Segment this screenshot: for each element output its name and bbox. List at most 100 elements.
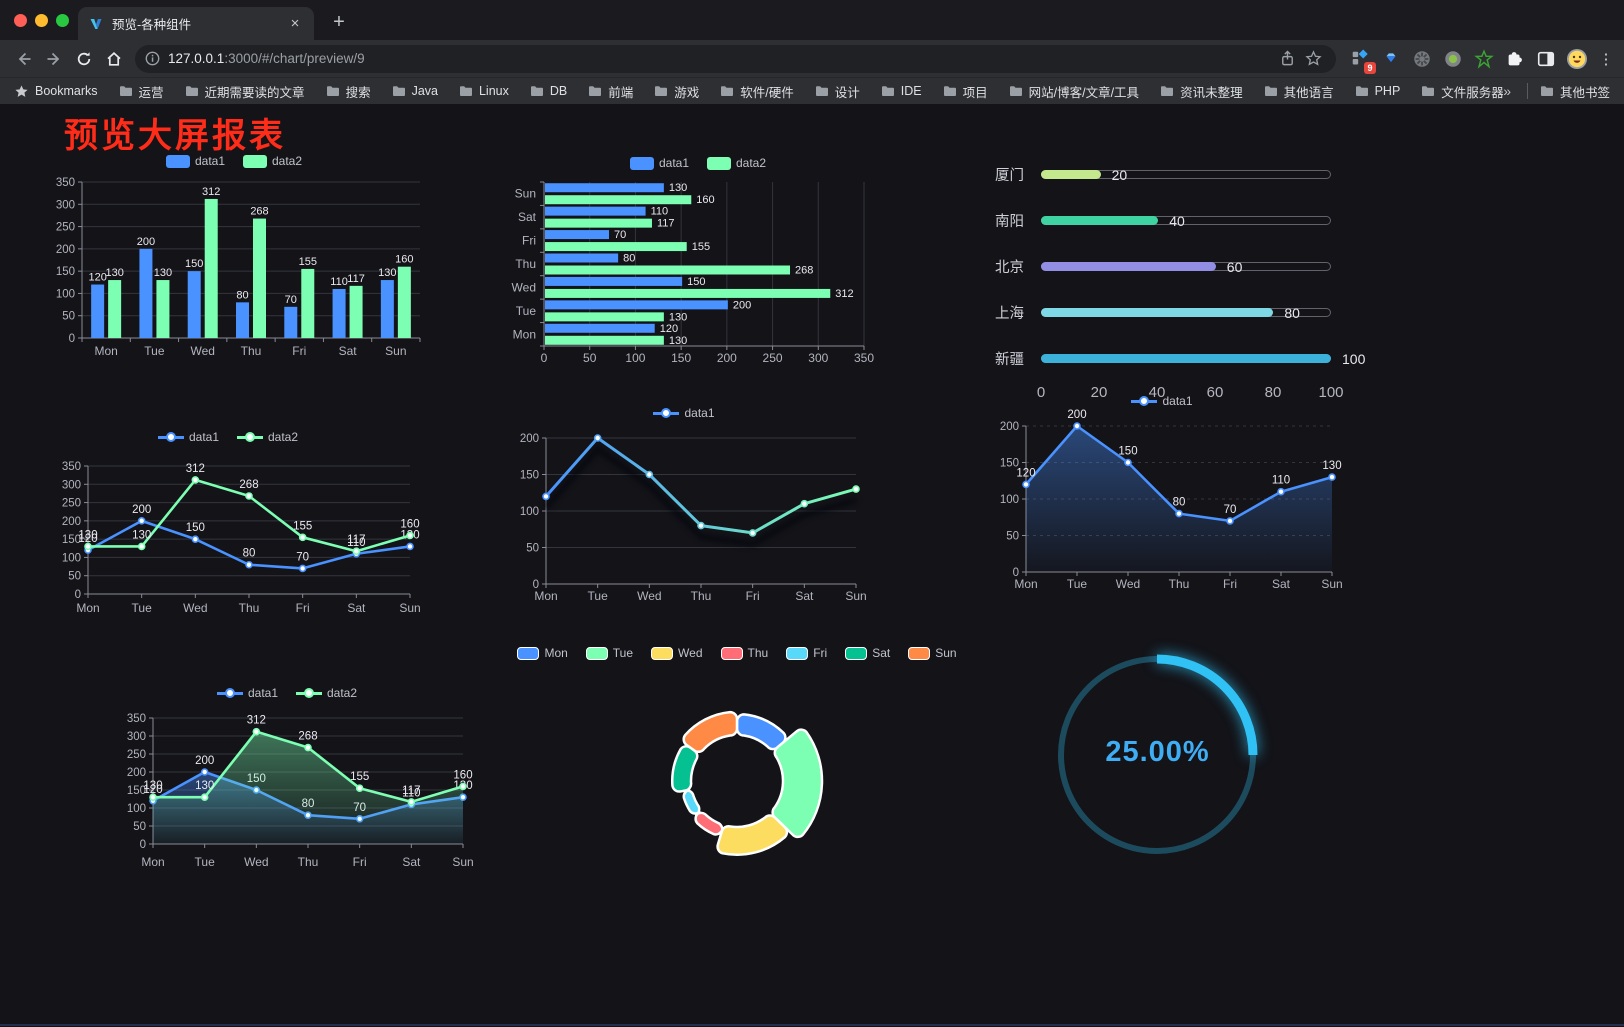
svg-text:Tue: Tue (132, 601, 153, 615)
horizontal-bar-chart: data1 data2 0 50 100 150 200 250 300 350 Mon 120 130… (498, 150, 898, 372)
bookmark-item[interactable]: DB (530, 84, 567, 98)
pie-segment-sun[interactable] (682, 710, 739, 753)
svg-text:50: 50 (133, 821, 146, 833)
home-button[interactable] (99, 44, 129, 74)
browser-tab[interactable]: 预览-各种组件 × (78, 7, 314, 40)
site-info-icon[interactable] (145, 51, 160, 66)
bookmark-star-icon[interactable] (1300, 46, 1326, 72)
address-bar[interactable]: 127.0.0.1:3000/#/chart/preview/9 (135, 44, 1336, 73)
extension-badge: 9 (1363, 61, 1376, 74)
svg-text:300: 300 (808, 351, 828, 365)
extension-star-icon[interactable] (1472, 47, 1496, 71)
bookmark-item[interactable]: 近期需要读的文章 (185, 82, 305, 101)
extension-puzzle-icon[interactable] (1503, 47, 1527, 71)
legend-item[interactable]: Thu (720, 646, 768, 660)
svg-text:350: 350 (854, 351, 874, 365)
legend-item[interactable]: data2 (243, 154, 302, 168)
svg-text:Thu: Thu (691, 589, 712, 603)
bookmark-item[interactable]: 文件服务器 (1421, 82, 1503, 101)
legend-item[interactable]: Wed (651, 646, 703, 660)
legend-item[interactable]: Fri (786, 646, 827, 660)
extension-wheel-icon[interactable] (1410, 47, 1434, 71)
extension-gem-icon[interactable] (1379, 47, 1403, 71)
other-bookmarks-folder[interactable]: 其他书签 (1540, 82, 1610, 101)
bookmark-item[interactable]: Java (392, 84, 438, 98)
side-panel-icon[interactable] (1534, 47, 1558, 71)
svg-text:50: 50 (68, 571, 81, 583)
legend-label: data1 (684, 406, 715, 420)
bookmark-item[interactable]: 其他语言 (1264, 82, 1334, 101)
svg-text:155: 155 (692, 241, 710, 253)
legend-item[interactable]: data2 (296, 686, 357, 700)
chart-canvas: 0 50 100 150 200 250 300 350 Mon Tue Wed Thu Fri Sat S… (56, 177, 421, 358)
legend-item[interactable]: Tue (585, 646, 633, 660)
extension-grid-icon[interactable]: 9 (1348, 47, 1376, 74)
svg-text:155: 155 (299, 256, 317, 268)
legend-label: data2 (268, 430, 299, 444)
chart-legend: data1 data2 (38, 430, 418, 444)
legend-item[interactable]: data2 (707, 156, 766, 170)
bookmark-item[interactable]: IDE (881, 84, 922, 98)
legend-item[interactable]: data2 (237, 430, 298, 444)
legend-item[interactable]: data1 (653, 406, 715, 420)
share-icon[interactable] (1274, 46, 1300, 72)
svg-text:268: 268 (250, 206, 268, 218)
pie-segment-sat[interactable] (671, 745, 699, 793)
bookmarks-manager[interactable]: Bookmarks (14, 84, 98, 99)
back-button[interactable] (9, 44, 39, 74)
minimize-window-button[interactable] (35, 14, 48, 27)
legend-item[interactable]: data1 (1131, 394, 1193, 408)
area-line-chart-double: data1 data2 0 50 100 150 200 250 300 350 Mon Tue Wed… (103, 678, 474, 893)
pie-segment-wed[interactable] (716, 814, 789, 856)
bookmark-item[interactable]: 搜索 (326, 82, 371, 101)
forward-button[interactable] (39, 44, 69, 74)
reload-button[interactable] (69, 44, 99, 74)
legend-item[interactable]: Sun (908, 646, 957, 660)
svg-text:Fri: Fri (1223, 577, 1237, 591)
pie-segment-tue[interactable] (771, 728, 824, 839)
svg-text:350: 350 (127, 713, 146, 725)
close-window-button[interactable] (14, 14, 27, 27)
legend-item[interactable]: Mon (517, 646, 568, 660)
legend-line-marker (653, 407, 680, 420)
fullscreen-window-button[interactable] (56, 14, 69, 27)
bookmark-item[interactable]: 前端 (588, 82, 633, 101)
bookmark-label: Linux (478, 84, 509, 98)
bookmark-item[interactable]: 游戏 (654, 82, 699, 101)
progress-value: 80 (1284, 304, 1300, 321)
progress-row: 北京 60 (995, 258, 1331, 276)
pie-segment-mon[interactable] (735, 713, 787, 751)
browser-menu-icon[interactable]: ⋮ (1598, 50, 1614, 68)
bookmark-item[interactable]: 项目 (943, 82, 988, 101)
extension-record-icon[interactable] (1441, 47, 1465, 71)
legend-item[interactable]: data1 (157, 430, 219, 444)
legend-label: data1 (658, 156, 689, 170)
bookmark-item[interactable]: PHP (1355, 84, 1400, 98)
svg-text:130: 130 (669, 182, 687, 194)
bookmarks-overflow-icon[interactable]: » (1503, 83, 1511, 99)
bookmark-item[interactable]: 网站/博客/文章/工具 (1009, 82, 1139, 101)
progress-row: 新疆 100 (995, 350, 1365, 368)
bookmark-label: 项目 (962, 85, 988, 100)
svg-text:100: 100 (520, 506, 539, 518)
legend-item[interactable]: Sat (845, 646, 890, 660)
bookmark-item[interactable]: 设计 (815, 82, 860, 101)
legend-item[interactable]: data1 (216, 686, 278, 700)
progress-row: 南阳 40 (995, 212, 1331, 230)
legend-line-marker (157, 431, 184, 444)
tab-close-icon[interactable]: × (290, 14, 300, 32)
bookmark-item[interactable]: Linux (459, 84, 509, 98)
new-tab-button[interactable]: + (333, 11, 345, 33)
pie-segment-fri[interactable] (682, 788, 701, 817)
bookmark-item[interactable]: 资讯未整理 (1160, 82, 1243, 101)
svg-text:200: 200 (56, 244, 75, 256)
legend-item[interactable]: data1 (629, 156, 689, 170)
bookmark-item[interactable]: 软件/硬件 (720, 82, 794, 101)
legend-item[interactable]: data1 (165, 154, 225, 168)
bookmark-item[interactable]: 运营 (119, 82, 164, 101)
gradient-line-chart: data1 0 50 100 150 200 Mon Tue Wed Thu Fri Sat Sun (500, 398, 868, 610)
profile-avatar-icon[interactable] (1565, 47, 1589, 71)
svg-text:100: 100 (62, 552, 81, 564)
pie-segment-thu[interactable] (694, 811, 724, 836)
